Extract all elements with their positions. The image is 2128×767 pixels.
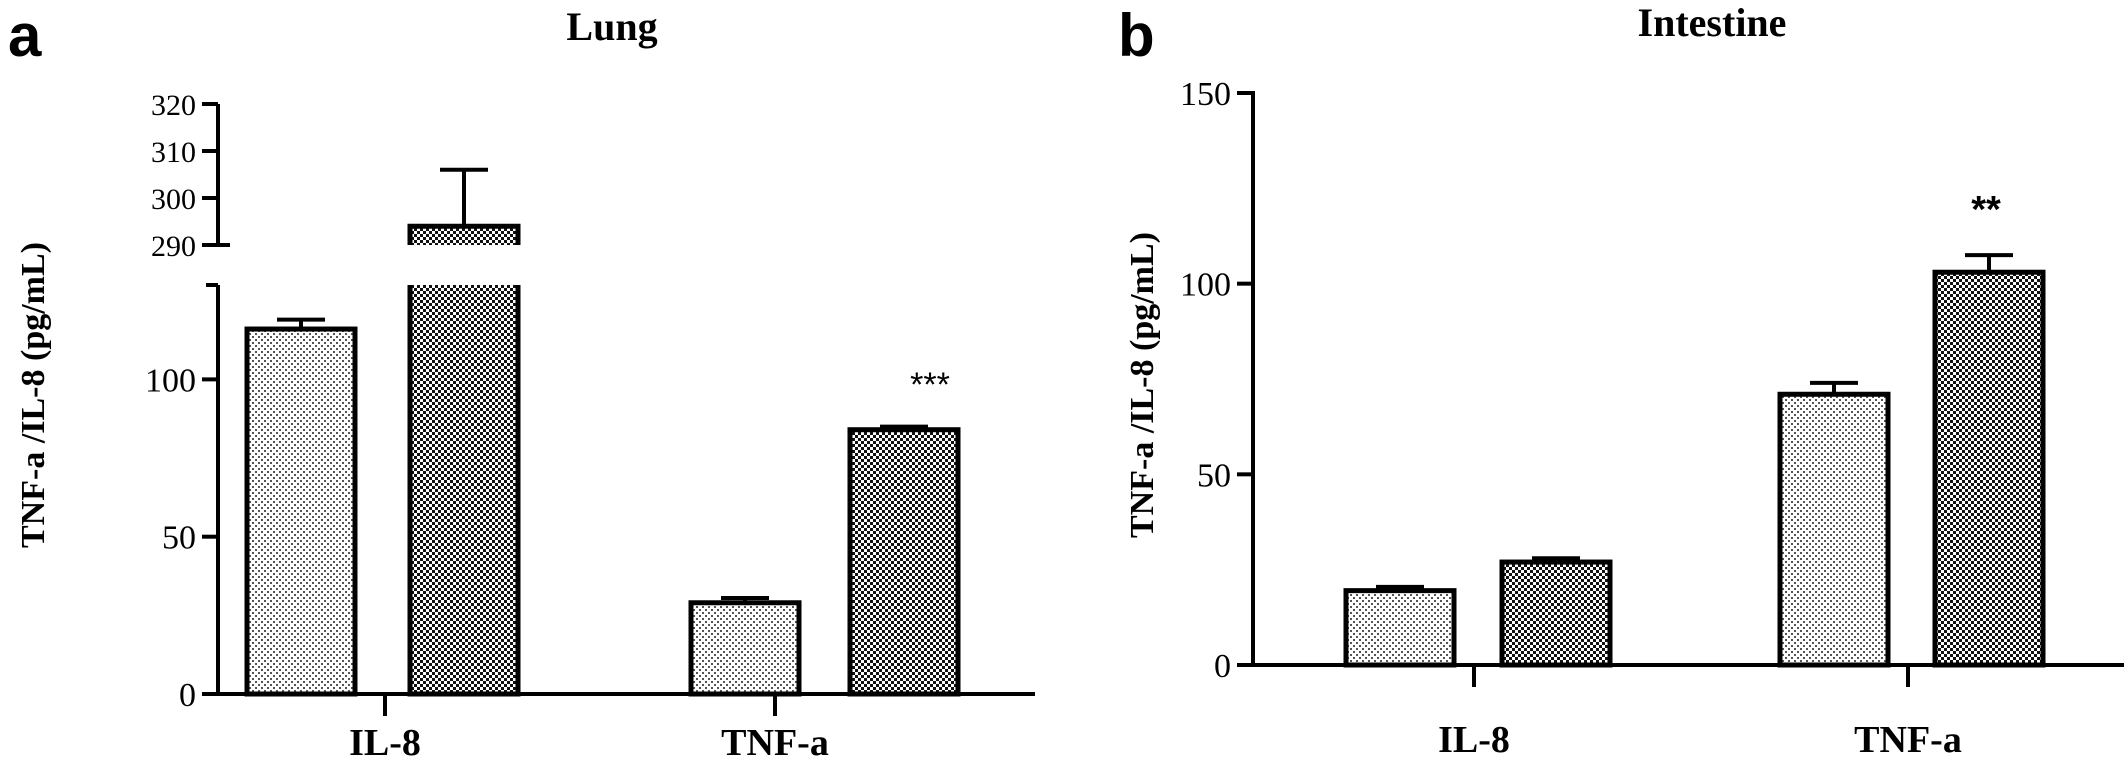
panel-a-y-tick-label-290: 290 — [151, 230, 196, 263]
panel-b-title: Intestine — [1638, 0, 1787, 45]
panel-a-y-axis-label: TNF-a /IL-8 (pg/mL) — [15, 242, 52, 548]
panel-a-ticks: 0 50 100 290 300 310 320 — [145, 89, 218, 714]
panel-a-y-tick-label-50: 50 — [162, 520, 196, 557]
panel-b-bar-il8-s2 — [1499, 559, 1613, 668]
panel-a-bar-il8-s2-lower — [410, 285, 518, 694]
panel-a-bar-tnfa-s2 — [847, 427, 961, 697]
panel-a-category-il8: IL-8 — [349, 722, 421, 764]
panel-b: b Intestine TNF-a /IL-8 (pg/mL) 0 50 100 15… — [1118, 0, 2124, 761]
panel-a-bar-il8-s1 — [244, 326, 358, 697]
panel-a-significance: *** — [910, 366, 950, 404]
panel-b-y-tick-label-0: 0 — [1214, 648, 1231, 685]
panel-b-significance: ** — [1971, 189, 2001, 231]
panel-a-bar-il8-s2-upper — [410, 226, 518, 245]
panel-b-significance-tnfa: ** — [1971, 189, 2001, 231]
panel-a-title: Lung — [566, 4, 657, 49]
panel-a-bar-il8-s2-lower-outline — [407, 285, 521, 697]
panel-b-y-tick-label-50: 50 — [1197, 457, 1231, 494]
panel-b-category-tnfa: TNF-a — [1854, 719, 1962, 761]
panel-a-category-labels: IL-8 TNF-a — [349, 722, 829, 764]
panel-a-bar-tnfa-s1 — [688, 600, 802, 697]
panel-b-ticks: 0 50 100 150 — [1180, 76, 1253, 685]
panel-a-y-tick-label-100: 100 — [145, 362, 196, 399]
panel-a-y-tick-label-0: 0 — [179, 677, 196, 714]
panel-a-y-tick-label-320: 320 — [151, 89, 196, 122]
panel-b-bar-il8-s1 — [1343, 588, 1457, 668]
panel-a: a Lung TNF-a /IL-8 (pg/mL) 0 50 100 290 300 3… — [8, 2, 1035, 764]
panel-a-y-tick-label-310: 310 — [151, 136, 196, 169]
panel-b-y-tick-label-100: 100 — [1180, 267, 1231, 304]
panel-a-category-tnfa: TNF-a — [721, 722, 829, 764]
panel-a-label: a — [8, 2, 42, 69]
panel-a-significance-tnfa: *** — [910, 366, 950, 404]
panel-b-bars — [1343, 253, 2046, 668]
panel-b-y-axis-label: TNF-a /IL-8 (pg/mL) — [1124, 232, 1161, 538]
panel-b-label: b — [1118, 2, 1155, 69]
panel-a-bars — [244, 167, 961, 697]
panel-b-bar-tnfa-s2 — [1932, 269, 2046, 668]
panel-b-category-il8: IL-8 — [1438, 719, 1510, 761]
panel-b-bar-tnfa-s1 — [1777, 391, 1891, 668]
panel-b-category-labels: IL-8 TNF-a — [1438, 719, 1962, 761]
panel-b-y-tick-label-150: 150 — [1180, 76, 1231, 113]
panel-a-y-tick-label-300: 300 — [151, 183, 196, 216]
